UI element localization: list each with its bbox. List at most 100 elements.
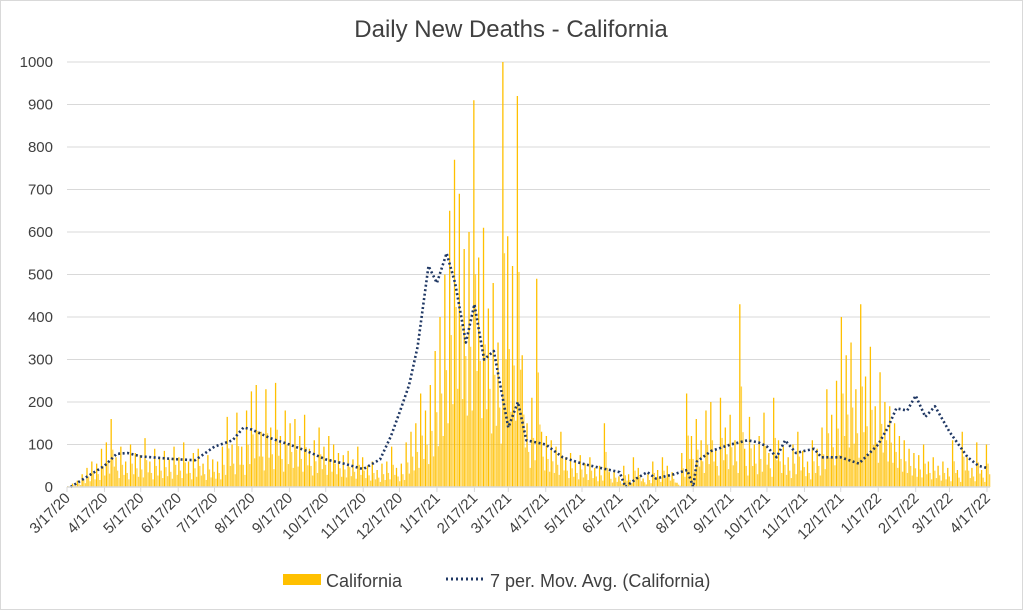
bar (901, 471, 904, 487)
bar (819, 475, 822, 487)
bar (905, 461, 907, 487)
bar (271, 454, 274, 487)
bar (714, 448, 717, 487)
bar (410, 431, 412, 487)
bar (221, 446, 224, 487)
bar (144, 438, 146, 487)
bar (263, 470, 265, 487)
bar (752, 465, 754, 487)
bar (939, 475, 941, 487)
bar (474, 274, 477, 487)
bar (113, 466, 116, 487)
bar (745, 465, 747, 487)
y-tick-label: 700 (28, 182, 53, 199)
bar (890, 442, 892, 487)
bar (178, 457, 180, 487)
bar (531, 397, 533, 487)
bar (469, 346, 472, 487)
bar (347, 450, 349, 487)
bar (635, 478, 638, 487)
bar (165, 467, 167, 487)
bar (281, 458, 283, 487)
bar (323, 446, 325, 487)
bar (489, 388, 491, 487)
bar (744, 448, 746, 487)
bar (426, 444, 428, 487)
bar (669, 480, 672, 487)
bar (107, 462, 109, 487)
bar (141, 469, 143, 487)
bar (445, 370, 448, 487)
bar (137, 476, 140, 487)
bar (250, 391, 253, 487)
bar (183, 442, 185, 487)
bar (123, 474, 125, 487)
bar (721, 437, 723, 487)
bar (864, 376, 867, 487)
bar (789, 470, 791, 487)
bar (229, 465, 232, 487)
bar (631, 483, 633, 487)
bar (497, 342, 499, 487)
bar (950, 481, 952, 487)
bar (163, 450, 166, 487)
bar (352, 459, 354, 487)
bar (207, 455, 209, 487)
bar (769, 468, 772, 487)
bar (286, 444, 288, 487)
bar (155, 465, 157, 487)
bar (394, 474, 396, 487)
bar (247, 444, 249, 487)
bar (224, 474, 227, 487)
bar (539, 424, 541, 487)
bar (861, 386, 863, 487)
bar (774, 437, 776, 487)
bar (397, 476, 399, 487)
bar (710, 402, 712, 487)
bar (781, 472, 783, 487)
bar (716, 465, 718, 487)
bar (594, 467, 596, 487)
bar (334, 463, 336, 487)
bar (502, 62, 504, 487)
bar (595, 476, 597, 487)
moving-average-line (69, 251, 988, 489)
legend-swatch-california (283, 574, 321, 585)
bar (342, 455, 344, 487)
bar (719, 397, 722, 487)
bar (449, 210, 451, 487)
bar (568, 478, 570, 487)
bar (856, 433, 859, 487)
bar (563, 470, 565, 487)
bar (647, 474, 649, 487)
bar (157, 475, 159, 487)
bar (542, 456, 544, 487)
bar (478, 257, 480, 487)
bar (287, 464, 290, 487)
bar (278, 455, 280, 487)
bar (910, 465, 912, 487)
bar (292, 467, 294, 487)
bar (663, 470, 665, 487)
bar (892, 462, 894, 487)
bar (766, 464, 768, 487)
bar (228, 448, 230, 487)
bar (940, 480, 942, 487)
bar (270, 427, 272, 487)
bar (136, 468, 138, 487)
bar (424, 410, 427, 487)
bar (768, 453, 770, 487)
bar (824, 469, 826, 487)
bar (558, 474, 560, 487)
bar (702, 461, 704, 487)
bar (703, 472, 705, 487)
bar (640, 481, 643, 487)
bar (310, 465, 312, 487)
bar (581, 469, 583, 487)
bar (984, 481, 986, 487)
bar (336, 474, 338, 487)
bar (590, 470, 593, 487)
bar (96, 463, 98, 487)
bar (200, 475, 203, 487)
bar (176, 474, 178, 487)
